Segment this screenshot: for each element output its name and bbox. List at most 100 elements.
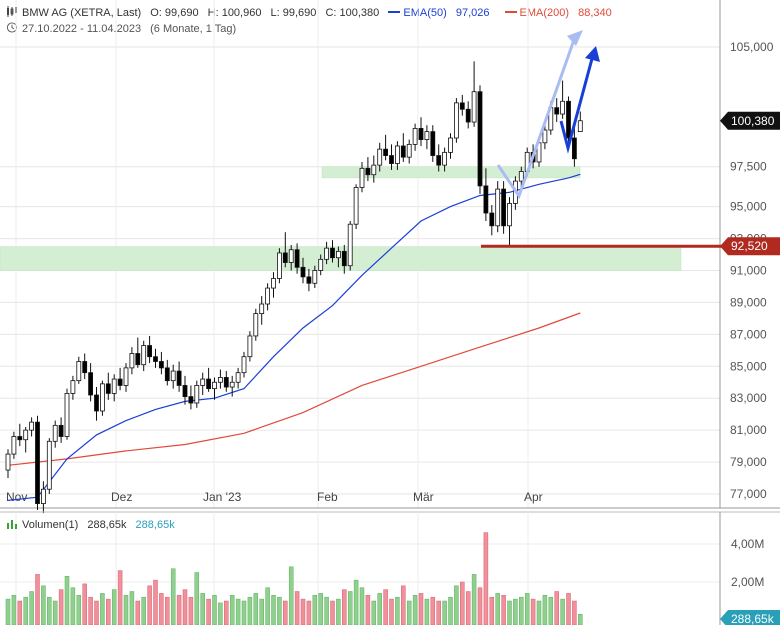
candle-body — [29, 421, 35, 431]
volume-bar — [389, 598, 394, 625]
volume-bar — [41, 585, 46, 625]
support-zone — [0, 246, 682, 271]
candle — [377, 142, 383, 172]
candle-body — [477, 91, 483, 187]
candle — [271, 272, 276, 298]
ema50-label: EMA(50) — [403, 7, 447, 19]
candle-body — [418, 128, 424, 140]
candle — [217, 369, 223, 389]
volume-bar — [312, 595, 318, 625]
volume-bar — [153, 579, 158, 625]
x-tick-label: Nov — [6, 490, 27, 504]
candle — [341, 244, 347, 274]
volume-bar — [365, 595, 371, 625]
candle-body — [318, 258, 324, 271]
volume-bar — [106, 598, 111, 625]
candle-body — [212, 381, 217, 390]
candle-body — [188, 396, 194, 404]
volume-bar — [507, 600, 512, 625]
candle-body — [459, 102, 465, 110]
candle-body — [64, 393, 70, 437]
candle-body — [82, 361, 88, 374]
volume-last-label-bg — [720, 610, 780, 625]
candle — [176, 361, 182, 392]
candle-body — [448, 137, 453, 153]
volume-bar — [401, 585, 406, 625]
candle — [300, 257, 306, 284]
volume-value-1: 288,65k — [87, 519, 127, 531]
y-tick-label: 91,000 — [730, 264, 767, 278]
volume-bar — [52, 600, 58, 625]
candle — [276, 248, 282, 284]
candle — [94, 387, 99, 421]
candle-body — [52, 424, 58, 442]
candle — [212, 377, 217, 400]
candle — [471, 61, 477, 127]
y-tick-label: 85,000 — [730, 359, 767, 373]
volume-bar — [11, 595, 17, 625]
chart-header: BMW AG (XETRA, Last) O: 99,690 H: 100,96… — [6, 6, 624, 19]
volume-bar — [206, 598, 211, 625]
candle — [259, 296, 265, 325]
candle — [105, 372, 111, 400]
candle — [483, 168, 489, 222]
candle — [324, 241, 330, 265]
volume-bar — [530, 598, 536, 625]
candle — [560, 80, 565, 119]
candle — [312, 265, 318, 289]
candle — [459, 94, 465, 116]
volume-bar — [554, 591, 559, 625]
candle — [383, 134, 389, 161]
candle — [100, 380, 105, 416]
y-tick-label: 105,000 — [730, 40, 774, 54]
candle-body — [235, 372, 241, 383]
candle-body — [176, 370, 182, 386]
volume-bar — [235, 598, 241, 625]
volume-bar — [100, 593, 105, 625]
candle — [235, 367, 241, 389]
candle — [335, 246, 341, 268]
volume-bar — [135, 600, 141, 625]
projection-arrow-light — [496, 36, 577, 200]
volume-bar — [353, 579, 359, 625]
volume-bar — [265, 587, 270, 625]
candle-body — [288, 249, 294, 263]
volume-header: Volumen(1) 288,65k 288,65k — [6, 518, 181, 531]
chart-subheader: 27.10.2022 - 11.04.2023 (6 Monate, 1 Tag… — [6, 22, 242, 35]
date-range: 27.10.2022 - 11.04.2023 — [22, 23, 142, 35]
projection-arrowhead-light — [567, 30, 583, 46]
candle-body — [518, 171, 524, 182]
candle-body — [483, 185, 489, 214]
volume-bar — [271, 595, 276, 625]
candle — [153, 348, 158, 368]
candle-body — [542, 129, 548, 144]
ema50-line — [7, 173, 581, 501]
volume-bar — [383, 589, 388, 625]
candle-body — [306, 276, 312, 284]
candle-body — [100, 383, 105, 412]
candle-body — [23, 429, 29, 441]
volume-bar — [200, 593, 205, 625]
candle-body — [129, 353, 135, 369]
volume-bar — [23, 596, 28, 625]
candle — [111, 374, 117, 402]
candle — [501, 181, 507, 234]
chart-title: BMW AG (XETRA, Last) — [22, 7, 142, 19]
candle-body — [507, 203, 512, 227]
candle — [188, 385, 194, 410]
candle-body — [566, 100, 571, 139]
volume-bar — [35, 574, 40, 625]
y-tick-label: 77,000 — [730, 487, 767, 501]
candle — [135, 337, 141, 368]
volume-bar — [578, 614, 583, 625]
ema200-label: EMA(200) — [519, 7, 570, 19]
volume-bar — [111, 589, 117, 625]
volume-bar — [123, 595, 129, 625]
candle-body — [424, 131, 430, 140]
last-price-label-bg — [720, 111, 780, 130]
volume-bar — [17, 600, 23, 625]
projection-arrowhead-dark — [585, 46, 600, 62]
candle — [147, 335, 153, 364]
volume-bar — [288, 566, 294, 625]
y-tick-label: 81,000 — [730, 423, 767, 437]
